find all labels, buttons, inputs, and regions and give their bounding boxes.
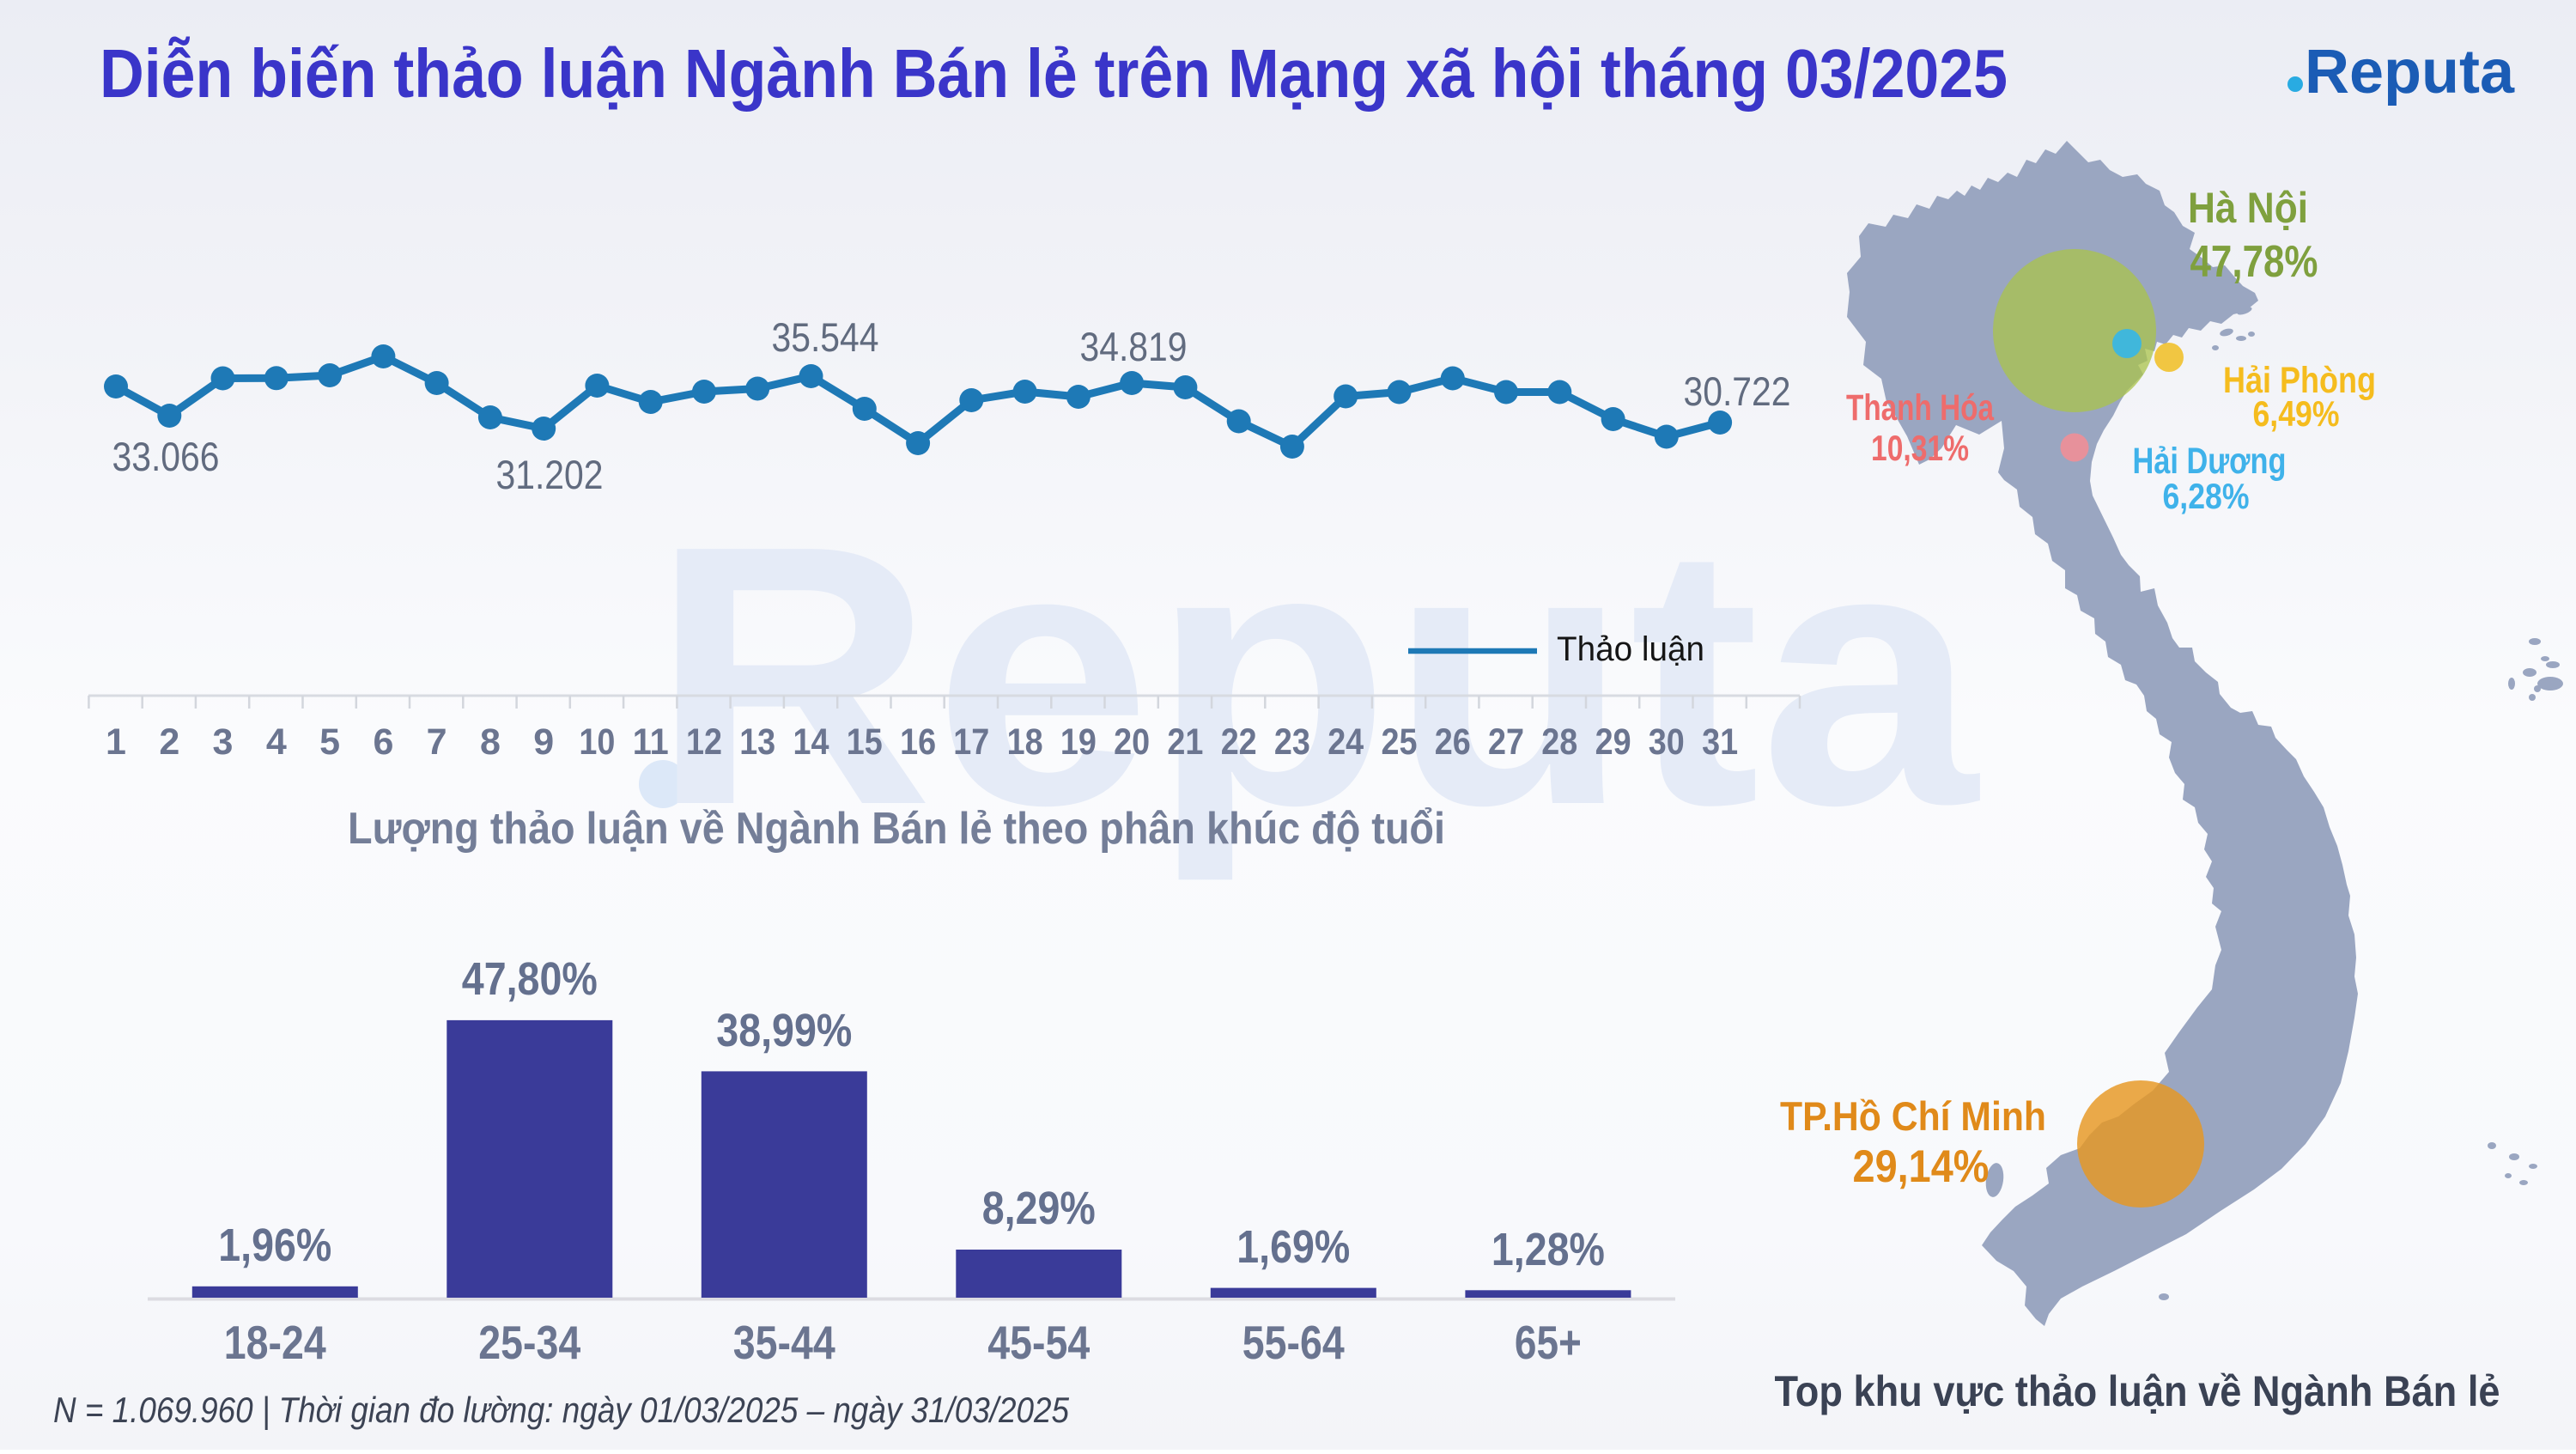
svg-text:17: 17 <box>953 721 989 763</box>
svg-text:18-24: 18-24 <box>224 1316 326 1369</box>
svg-text:31.202: 31.202 <box>496 452 604 497</box>
svg-text:TP.Hồ Chí Minh: TP.Hồ Chí Minh <box>1780 1093 2046 1139</box>
svg-text:65+: 65+ <box>1515 1316 1582 1369</box>
svg-text:1,69%: 1,69% <box>1236 1221 1350 1273</box>
svg-text:25: 25 <box>1382 721 1418 763</box>
svg-text:6,49%: 6,49% <box>2253 393 2340 434</box>
svg-text:Reputa: Reputa <box>651 470 1980 884</box>
svg-text:Hà Nội: Hà Nội <box>2188 184 2308 232</box>
svg-text:21: 21 <box>1167 721 1203 763</box>
svg-text:12: 12 <box>686 721 722 763</box>
svg-text:45-54: 45-54 <box>987 1316 1090 1369</box>
svg-text:20: 20 <box>1114 721 1150 763</box>
svg-text:34.819: 34.819 <box>1080 324 1188 369</box>
svg-text:30.722: 30.722 <box>1684 368 1791 414</box>
svg-text:Hải Phòng: Hải Phòng <box>2223 360 2376 401</box>
svg-text:19: 19 <box>1060 721 1097 763</box>
svg-text:26: 26 <box>1435 721 1471 763</box>
svg-text:Top khu vực thảo luận về Ngành: Top khu vực thảo luận về Ngành Bán lẻ <box>1775 1367 2500 1415</box>
svg-text:15: 15 <box>847 721 883 763</box>
svg-text:13: 13 <box>739 721 775 763</box>
svg-text:28: 28 <box>1541 721 1577 763</box>
svg-text:14: 14 <box>793 721 829 763</box>
svg-text:55-64: 55-64 <box>1242 1316 1345 1369</box>
svg-text:Lượng thảo luận về Ngành Bán l: Lượng thảo luận về Ngành Bán lẻ theo phâ… <box>348 804 1445 854</box>
svg-text:4: 4 <box>266 721 287 763</box>
svg-text:29,14%: 29,14% <box>1853 1141 1990 1192</box>
svg-text:Diễn biến thảo luận Ngành Bán: Diễn biến thảo luận Ngành Bán lẻ trên Mạ… <box>100 35 2008 112</box>
svg-text:27: 27 <box>1488 721 1524 763</box>
svg-text:6,28%: 6,28% <box>2163 476 2250 516</box>
svg-text:11: 11 <box>633 721 669 763</box>
svg-text:8: 8 <box>480 721 501 763</box>
svg-text:24: 24 <box>1327 721 1364 763</box>
svg-text:25-34: 25-34 <box>478 1316 580 1369</box>
svg-text:38,99%: 38,99% <box>716 1005 852 1056</box>
svg-text:1: 1 <box>106 721 126 763</box>
svg-text:Hải Dương: Hải Dương <box>2133 441 2287 482</box>
svg-text:1,96%: 1,96% <box>218 1220 331 1271</box>
svg-text:Thảo luận: Thảo luận <box>1557 630 1704 668</box>
svg-text:47,80%: 47,80% <box>462 953 598 1005</box>
svg-text:35.544: 35.544 <box>772 314 879 360</box>
svg-text:Reputa: Reputa <box>2305 38 2515 106</box>
svg-text:3: 3 <box>213 721 234 763</box>
svg-text:N = 1.069.960 | Thời gian đo l: N = 1.069.960 | Thời gian đo lường: ngày… <box>53 1390 1070 1431</box>
svg-text:23: 23 <box>1274 721 1310 763</box>
svg-text:18: 18 <box>1007 721 1043 763</box>
svg-text:22: 22 <box>1221 721 1257 763</box>
svg-text:7: 7 <box>427 721 447 763</box>
svg-text:Thanh Hóa: Thanh Hóa <box>1846 387 1995 429</box>
svg-text:16: 16 <box>900 721 936 763</box>
svg-text:5: 5 <box>319 721 340 763</box>
svg-text:35-44: 35-44 <box>733 1316 835 1369</box>
svg-text:8,29%: 8,29% <box>982 1183 1096 1234</box>
svg-text:29: 29 <box>1595 721 1631 763</box>
svg-text:10,31%: 10,31% <box>1871 428 1969 468</box>
svg-text:31: 31 <box>1702 721 1738 763</box>
svg-text:2: 2 <box>159 721 179 763</box>
svg-text:33.066: 33.066 <box>112 434 220 479</box>
svg-text:47,78%: 47,78% <box>2190 237 2318 287</box>
svg-text:30: 30 <box>1649 721 1685 763</box>
svg-text:1,28%: 1,28% <box>1492 1224 1605 1275</box>
svg-text:9: 9 <box>533 721 554 763</box>
svg-text:10: 10 <box>579 721 615 763</box>
svg-text:6: 6 <box>373 721 393 763</box>
